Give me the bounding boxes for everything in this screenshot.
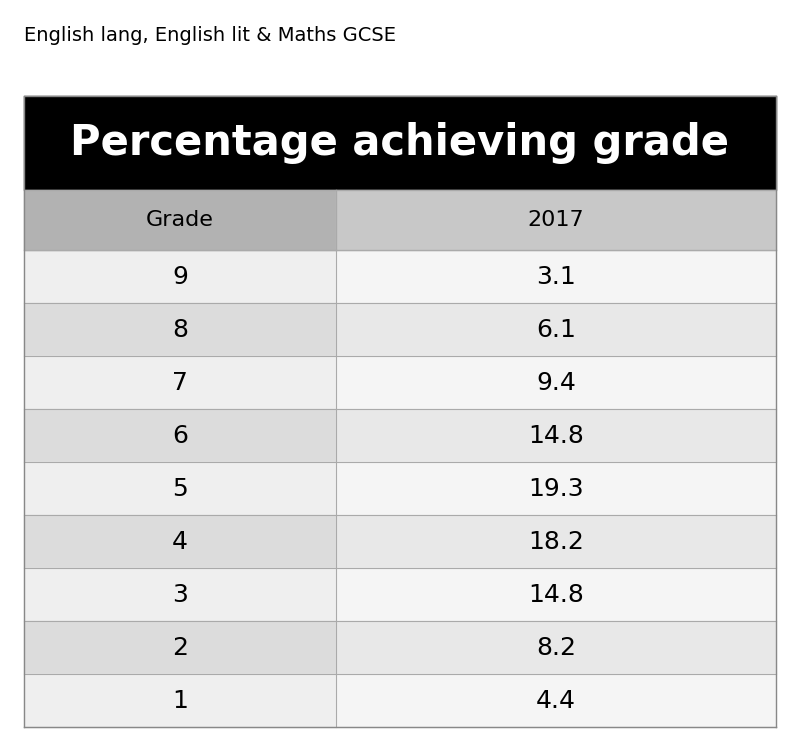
- Text: 4.4: 4.4: [536, 689, 576, 713]
- Text: 4: 4: [172, 530, 188, 553]
- Text: 8: 8: [172, 317, 188, 341]
- Text: 8.2: 8.2: [536, 636, 576, 660]
- Text: Grade: Grade: [146, 210, 214, 230]
- Text: 3.1: 3.1: [536, 265, 576, 289]
- Text: 9: 9: [172, 265, 188, 289]
- Text: 1: 1: [172, 689, 188, 713]
- Text: 3: 3: [172, 583, 188, 607]
- Text: 19.3: 19.3: [528, 477, 584, 501]
- Text: 2: 2: [172, 636, 188, 660]
- Text: 6: 6: [172, 424, 188, 447]
- Text: 2017: 2017: [528, 210, 584, 230]
- Text: 9.4: 9.4: [536, 371, 576, 395]
- Text: 18.2: 18.2: [528, 530, 584, 553]
- Text: 14.8: 14.8: [528, 583, 584, 607]
- Text: 7: 7: [172, 371, 188, 395]
- Text: 14.8: 14.8: [528, 424, 584, 447]
- Text: 6.1: 6.1: [536, 317, 576, 341]
- Text: English lang, English lit & Maths GCSE: English lang, English lit & Maths GCSE: [24, 26, 396, 45]
- Text: Percentage achieving grade: Percentage achieving grade: [70, 122, 730, 164]
- Text: 5: 5: [172, 477, 188, 501]
